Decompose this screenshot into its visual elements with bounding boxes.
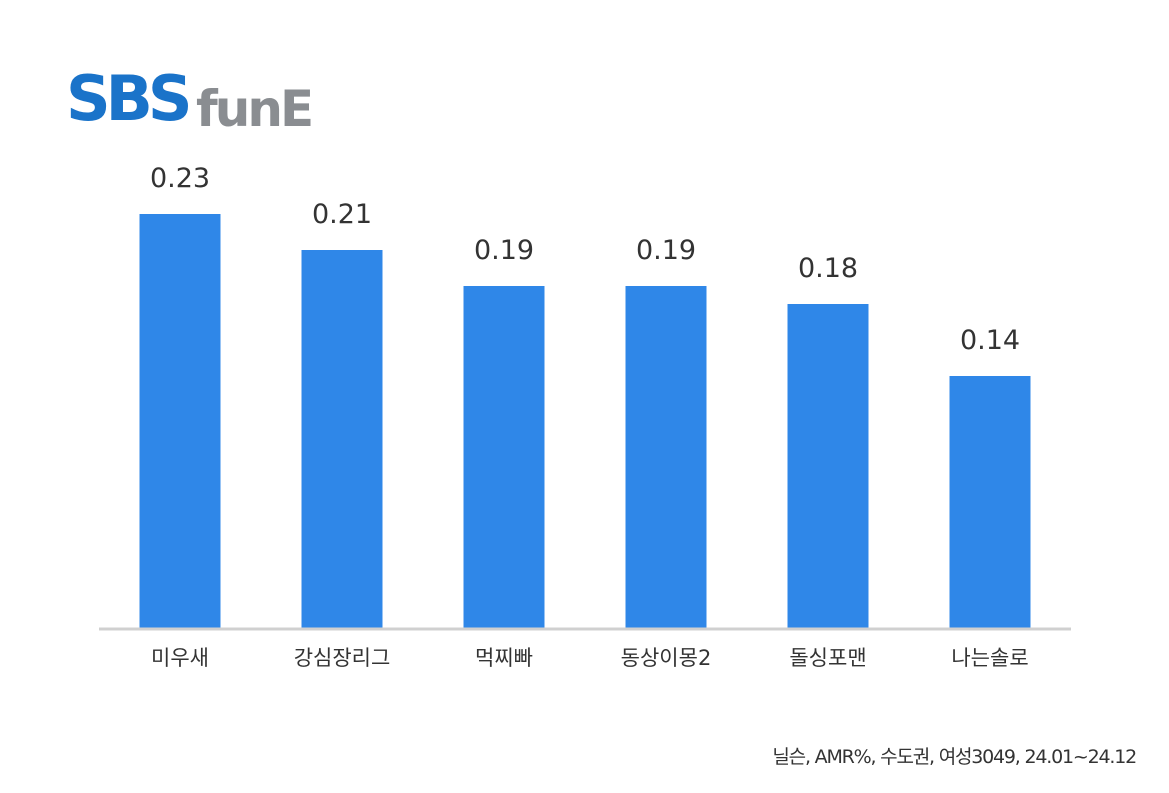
logo-brand-text: SBS [66,62,189,134]
data-label-3: 0.19 [636,235,696,266]
source-footnote: 닐슨, AMR%, 수도권, 여성3049, 24.01~24.12 [772,746,1137,768]
data-label-1: 0.21 [312,199,372,230]
data-label-2: 0.19 [474,235,534,266]
x-tick-label-2: 먹찌빠 [475,646,533,670]
bar-1 [301,250,383,628]
bar-series [139,214,1031,628]
data-labels: 0.23 0.21 0.19 0.19 0.18 0.14 [150,163,1020,356]
bar-3 [625,286,707,628]
x-tick-label-0: 미우새 [151,646,209,670]
data-label-4: 0.18 [798,253,858,284]
x-tick-label-1: 강심장리그 [294,646,391,670]
logo-sub-text: funE [196,80,311,134]
data-label-5: 0.14 [960,325,1020,356]
bar-5 [949,376,1031,628]
x-tick-labels: 미우새 강심장리그 먹찌빠 동상이몽2 돌싱포맨 나는솔로 [151,646,1029,670]
x-tick-label-5: 나는솔로 [951,646,1028,670]
bar-2 [463,286,545,628]
x-tick-label-3: 동상이몽2 [621,646,712,670]
bar-0 [139,214,221,628]
sbs-fune-logo: SBS funE [66,62,314,134]
x-tick-label-4: 돌싱포맨 [789,646,866,670]
bar-4 [787,304,869,628]
data-label-0: 0.23 [150,163,210,194]
